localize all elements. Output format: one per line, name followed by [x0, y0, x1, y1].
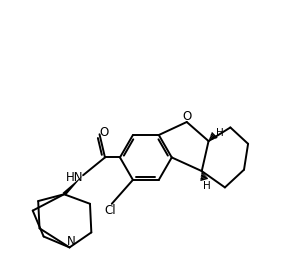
Text: HN: HN — [66, 172, 83, 184]
Text: N: N — [67, 235, 76, 248]
Text: O: O — [100, 126, 109, 139]
Text: Cl: Cl — [105, 204, 116, 217]
Text: O: O — [182, 110, 191, 122]
Text: H: H — [216, 128, 223, 138]
Polygon shape — [63, 175, 83, 196]
Text: H: H — [203, 181, 211, 190]
